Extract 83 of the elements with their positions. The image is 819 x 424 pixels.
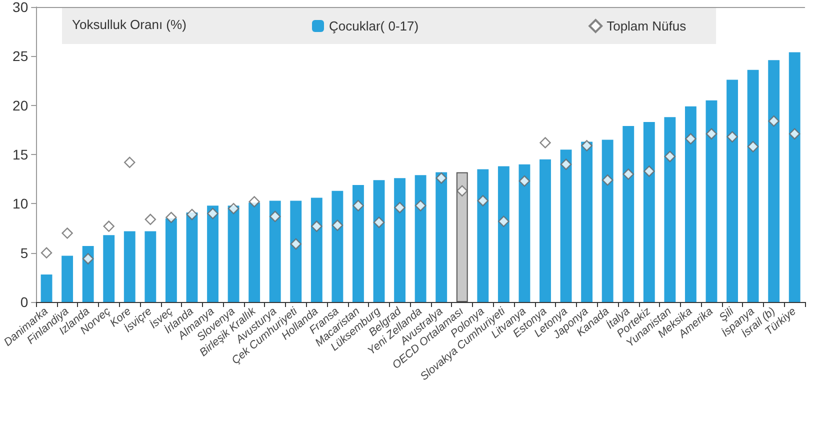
bar xyxy=(228,206,240,302)
point xyxy=(373,216,385,228)
bar xyxy=(394,178,406,302)
point xyxy=(166,212,177,224)
point xyxy=(456,185,468,196)
bar xyxy=(643,122,655,302)
y-tick-label: 5 xyxy=(20,244,28,261)
point xyxy=(414,200,426,212)
point xyxy=(290,238,302,250)
point xyxy=(352,200,364,212)
bar xyxy=(684,106,696,302)
bar xyxy=(747,70,759,302)
bar xyxy=(352,184,364,302)
y-tick-label: 10 xyxy=(12,196,28,212)
y-tick-label: 15 xyxy=(12,146,28,162)
bar xyxy=(436,172,448,302)
point xyxy=(602,174,614,186)
point xyxy=(248,196,260,208)
bar xyxy=(768,60,780,302)
point xyxy=(436,172,447,184)
point xyxy=(560,158,572,170)
y-tick-label: 20 xyxy=(12,97,28,114)
bar xyxy=(165,218,177,302)
point xyxy=(103,220,114,232)
bar xyxy=(62,256,74,302)
point xyxy=(706,128,718,140)
point xyxy=(332,220,344,231)
bar xyxy=(144,231,156,302)
bar xyxy=(602,140,614,302)
point xyxy=(477,195,489,206)
bar xyxy=(581,142,593,302)
point xyxy=(644,166,655,177)
bar xyxy=(332,190,344,302)
bar xyxy=(290,200,302,302)
legend-label: Toplam Nüfus xyxy=(606,18,687,34)
point xyxy=(622,168,634,180)
bar xyxy=(103,235,115,302)
y-tick-label: 0 xyxy=(20,294,28,310)
bar xyxy=(207,206,218,302)
point xyxy=(82,253,94,264)
point xyxy=(498,216,510,227)
point xyxy=(685,133,696,144)
bar xyxy=(498,166,510,302)
point xyxy=(726,131,738,142)
bar xyxy=(414,175,426,302)
bar xyxy=(477,169,489,302)
point xyxy=(40,247,52,258)
bar xyxy=(373,180,385,302)
point xyxy=(311,220,322,232)
point xyxy=(228,202,240,214)
point xyxy=(768,115,780,127)
point xyxy=(62,228,73,239)
legend-title: Yoksulluk Oranı (%) xyxy=(72,17,186,32)
bar xyxy=(186,212,198,302)
point xyxy=(144,214,156,225)
point xyxy=(540,137,551,148)
point xyxy=(664,150,676,162)
y-tick-label: 25 xyxy=(12,48,28,64)
point xyxy=(581,140,592,152)
bar xyxy=(269,200,281,302)
bar xyxy=(518,164,530,302)
bar xyxy=(248,202,260,302)
bar xyxy=(560,150,572,302)
point xyxy=(207,208,218,220)
bar xyxy=(310,198,322,302)
point xyxy=(747,141,759,152)
bar xyxy=(622,126,634,302)
point xyxy=(518,175,530,187)
bar xyxy=(726,80,738,302)
bar xyxy=(540,159,551,302)
point xyxy=(186,208,198,220)
bar xyxy=(706,100,718,302)
bar xyxy=(664,117,676,302)
bar xyxy=(40,274,52,302)
y-tick-label: 30 xyxy=(12,0,28,15)
point xyxy=(394,202,406,214)
point xyxy=(124,156,136,168)
bar xyxy=(124,231,136,302)
legend-label: Çocuklar( 0-17) xyxy=(329,18,419,34)
bar xyxy=(456,172,468,302)
bar xyxy=(788,52,800,302)
point xyxy=(270,210,281,222)
point xyxy=(789,128,800,140)
